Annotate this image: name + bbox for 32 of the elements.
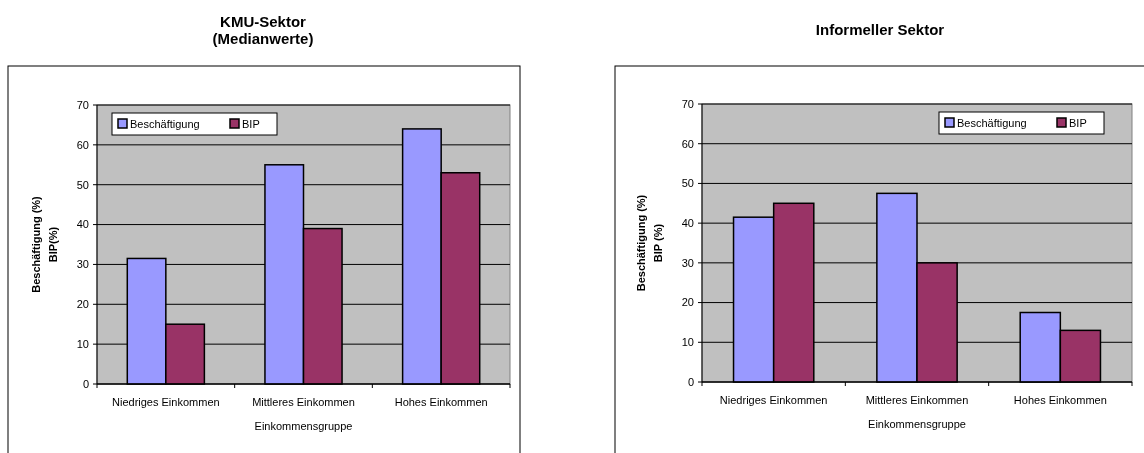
y-tick-label: 60: [681, 137, 694, 150]
x-tick-label: Niedriges Einkommen: [112, 396, 220, 408]
y-tick-label: 20: [681, 296, 694, 309]
y-axis-title: Beschäftigung (%) BIP(%): [30, 195, 59, 293]
x-tick-label: Mittleres Einkommen: [252, 396, 355, 408]
y-tick-label: 50: [76, 178, 89, 191]
y-tick-label: 20: [76, 298, 89, 311]
y-tick-label: 40: [681, 216, 694, 229]
chart-title: Informeller Sektor: [815, 21, 945, 38]
x-axis-title: Einkommensgruppe: [868, 418, 966, 430]
y-tick-label: 60: [76, 138, 89, 151]
chart-title: KMU-Sektor (Medianwerte): [212, 13, 314, 47]
x-axis-title: Einkommensgruppe: [254, 420, 353, 432]
x-tick-label: Niedriges Einkommen: [719, 394, 828, 406]
x-tick-label: Hohes Einkommen: [1013, 394, 1107, 406]
y-tick-label: 0: [687, 375, 694, 388]
y-tick-label: 30: [681, 256, 694, 269]
legend-label: Beschäftigung: [957, 117, 1027, 129]
legend-label: BIP: [1069, 117, 1087, 129]
y-tick-label: 50: [681, 177, 694, 190]
x-tick-label: Mittleres Einkommen: [865, 394, 969, 406]
y-tick-label: 70: [681, 97, 694, 110]
y-tick-label: 70: [76, 98, 89, 111]
y-axis-title: Beschäftigung (%) BIP (%): [635, 194, 664, 292]
y-tick-label: 10: [681, 336, 694, 349]
legend-label: Beschäftigung: [130, 118, 200, 130]
y-tick-label: 0: [82, 377, 89, 390]
y-tick-label: 40: [76, 218, 89, 231]
legend-label: BIP: [242, 118, 260, 130]
y-tick-label: 10: [76, 337, 89, 350]
y-tick-label: 30: [76, 258, 89, 271]
x-tick-label: Hohes Einkommen: [394, 396, 488, 408]
